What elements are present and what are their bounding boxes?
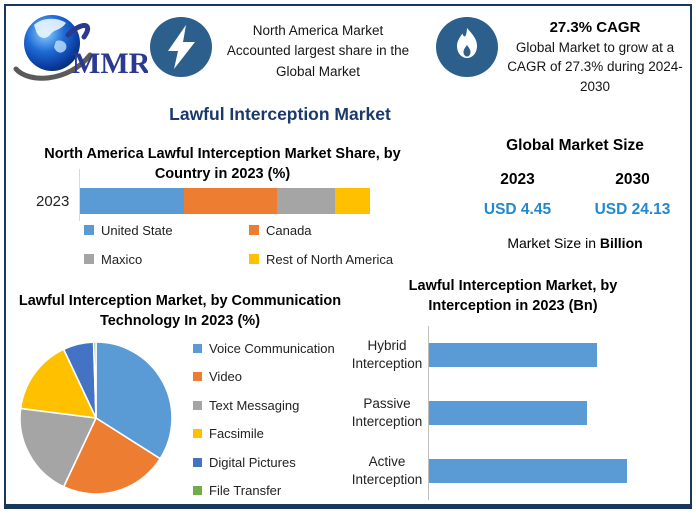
legend-item-rest-of-north-america-label: Rest of North America bbox=[266, 251, 394, 267]
legend-item-facsimile-swatch bbox=[193, 429, 202, 439]
bar-label-active-interception: Active Interception bbox=[351, 454, 423, 487]
market-size-years: 2023 2030 bbox=[460, 171, 690, 189]
bar-segment-rest-of-north-america bbox=[335, 188, 370, 214]
bar-active-interception bbox=[429, 459, 627, 483]
legend-item-voice-communication-label: Voice Communication bbox=[209, 340, 335, 356]
pie-slice-facsimile bbox=[19, 348, 98, 419]
legend-item-video: Video bbox=[193, 363, 363, 392]
legend-item-united-state-swatch bbox=[84, 225, 94, 235]
legend-item-maxico-swatch bbox=[84, 254, 94, 264]
legend-item-file-transfer: File Transfer bbox=[193, 477, 363, 506]
logo-blue-swoosh bbox=[65, 23, 91, 40]
legend-item-maxico-label: Maxico bbox=[101, 251, 143, 267]
interception-row-hybrid-interception: Hybrid Interception bbox=[346, 326, 686, 384]
market-size-year-start: 2023 bbox=[500, 171, 535, 188]
legend-item-facsimile-label: Facsimile bbox=[209, 426, 264, 442]
legend-item-canada: Canada bbox=[249, 220, 414, 240]
legend-item-video-swatch bbox=[193, 372, 202, 382]
interception-rows: Hybrid Interception Passive Interception A… bbox=[346, 326, 686, 500]
lightning-icon bbox=[149, 16, 213, 78]
bar-hybrid-interception bbox=[429, 343, 598, 367]
pie-slice-file-transfer bbox=[92, 341, 97, 419]
logo-text: MMR bbox=[72, 47, 148, 80]
bar-passive-interception bbox=[429, 401, 588, 425]
legend-item-canada-swatch bbox=[249, 225, 259, 235]
interception-row-passive-interception: Passive Interception bbox=[346, 384, 686, 442]
legend-item-rest-of-north-america-swatch bbox=[249, 254, 259, 264]
highlight-cagr: 27.3% CAGR Global Market to grow at a CA… bbox=[497, 17, 693, 96]
pie-chart-title: Lawful Interception Market, by Communica… bbox=[18, 293, 342, 329]
mmr-logo: MMR bbox=[10, 5, 151, 87]
logo-continent-2 bbox=[54, 40, 67, 53]
legend-item-voice-communication-swatch bbox=[193, 343, 202, 353]
market-size-caption-unit: Billion bbox=[599, 235, 643, 251]
interception-row-active-interception: Active Interception bbox=[346, 442, 686, 500]
legend-item-digital-pictures-label: Digital Pictures bbox=[209, 454, 296, 470]
logo-continent bbox=[34, 18, 66, 38]
bar-segment-united-state bbox=[80, 188, 185, 214]
market-size-values: USD 4.45 USD 24.13 bbox=[460, 201, 690, 219]
market-size-year-end: 2030 bbox=[615, 171, 650, 188]
pie-chart-legend: Voice Communication Video Text Messaging Fa… bbox=[193, 334, 363, 505]
legend-item-file-transfer-swatch bbox=[193, 486, 202, 496]
pie-chart-svg bbox=[19, 341, 173, 495]
highlight-line: CAGR of 27.3% during 2024- bbox=[507, 59, 683, 75]
legend-item-text-messaging-label: Text Messaging bbox=[209, 397, 300, 413]
market-size-title: Global Market Size bbox=[506, 137, 644, 154]
legend-item-rest-of-north-america: Rest of North America bbox=[249, 249, 414, 269]
highlight-line: North America Market bbox=[252, 23, 384, 38]
country-share-bar bbox=[80, 188, 370, 214]
legend-item-voice-communication: Voice Communication bbox=[193, 334, 363, 363]
legend-item-maxico: Maxico bbox=[84, 249, 249, 269]
country-share-legend: United State Canada Maxico Rest of North Am… bbox=[84, 220, 414, 269]
bar-segment-maxico bbox=[277, 188, 336, 214]
market-size-caption: Market Size in Billion bbox=[460, 235, 690, 251]
cagr-value: 27.3% CAGR bbox=[549, 19, 641, 36]
legend-item-file-transfer-label: File Transfer bbox=[209, 483, 282, 499]
highlight-line: Global Market to grow at a bbox=[515, 40, 675, 56]
bar-area-active-interception bbox=[428, 442, 686, 500]
legend-item-text-messaging: Text Messaging bbox=[193, 391, 363, 420]
mmr-logo-graphic: MMR bbox=[13, 15, 151, 81]
legend-item-digital-pictures-swatch bbox=[193, 457, 202, 467]
bar-area-hybrid-interception bbox=[428, 326, 686, 384]
country-share-axis-line bbox=[79, 169, 80, 221]
legend-item-facsimile: Facsimile bbox=[193, 420, 363, 449]
bar-label-hybrid-interception: Hybrid Interception bbox=[351, 338, 423, 371]
legend-item-united-state-label: United State bbox=[101, 222, 173, 238]
market-size-caption-prefix: Market Size in bbox=[507, 235, 600, 251]
legend-item-canada-label: Canada bbox=[266, 222, 312, 238]
legend-item-digital-pictures: Digital Pictures bbox=[193, 448, 363, 477]
bar-segment-canada bbox=[184, 188, 278, 214]
market-size-value-end: USD 24.13 bbox=[594, 201, 671, 218]
country-share-axis-label: 2023 bbox=[36, 193, 70, 210]
market-size-value-start: USD 4.45 bbox=[483, 201, 552, 218]
country-share-chart-title: North America Lawful Interception Market… bbox=[44, 146, 401, 182]
legend-item-video-label: Video bbox=[209, 369, 243, 385]
logo-gray-swoosh bbox=[13, 52, 93, 81]
highlight-line: Global Market bbox=[275, 63, 361, 79]
legend-item-united-state: United State bbox=[84, 220, 249, 240]
bar-label-passive-interception: Passive Interception bbox=[351, 396, 423, 429]
highlight-north-america: North America Market Accounted largest s… bbox=[212, 21, 424, 82]
interception-chart-title: Lawful Interception Market, by Intercept… bbox=[408, 278, 618, 314]
page-title: Lawful Interception Market bbox=[169, 104, 391, 124]
legend-item-text-messaging-swatch bbox=[193, 400, 202, 410]
pie-slice-text-messaging bbox=[19, 407, 98, 488]
flame-icon bbox=[435, 16, 499, 78]
highlight-line: Accounted largest share in the bbox=[226, 43, 410, 59]
bar-area-passive-interception bbox=[428, 384, 686, 442]
highlight-line: 2030 bbox=[579, 78, 611, 94]
pie-chart bbox=[18, 340, 174, 496]
